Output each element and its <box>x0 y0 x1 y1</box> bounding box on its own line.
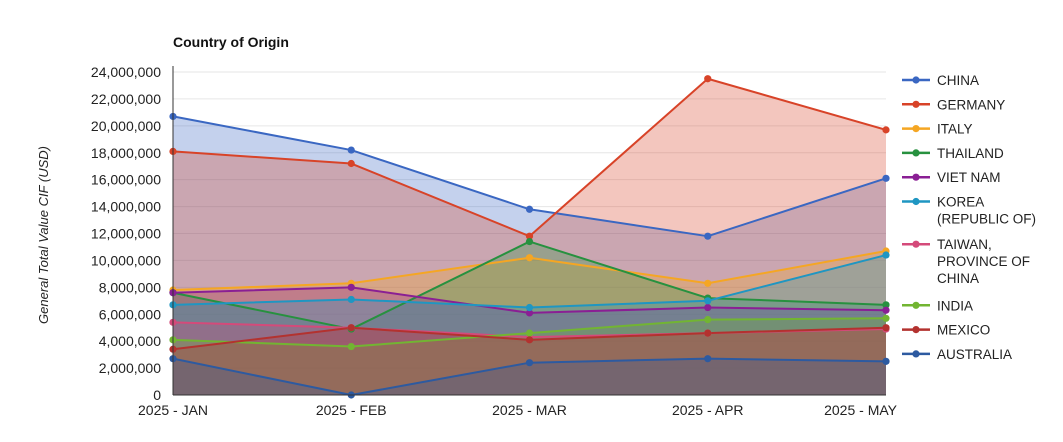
x-tick-label: 2025 - FEB <box>316 402 387 418</box>
legend-label: CHINA <box>937 73 979 88</box>
legend-swatch-marker <box>912 76 920 84</box>
y-tick-label: 20,000,000 <box>91 118 161 134</box>
point-australia[interactable] <box>525 359 534 367</box>
legend-label: AUSTRALIA <box>937 347 1012 362</box>
legend-item-korea-republic-of[interactable]: KOREA (REPUBLIC OF) <box>902 195 1036 227</box>
point-korea-republic-of[interactable] <box>704 297 712 305</box>
legend: CHINA GERMANY ITALY THAILAND VIET NAM KOREA (R… <box>902 73 1036 362</box>
legend-swatch-marker <box>912 301 920 309</box>
point-germany[interactable] <box>347 159 355 168</box>
chart-axes: 0 2,000,000 4,000,000 6,000,000 8,000,000 10,… <box>91 64 898 418</box>
legend-item-thailand[interactable]: THAILAND <box>902 146 1004 161</box>
point-china[interactable] <box>347 146 355 154</box>
y-tick-label: 14,000,000 <box>91 199 161 215</box>
legend-label: MEXICO <box>937 323 990 338</box>
y-tick-label: 18,000,000 <box>91 145 161 161</box>
point-india[interactable] <box>347 342 355 351</box>
y-tick-label: 16,000,000 <box>91 172 161 188</box>
legend-item-australia[interactable]: AUSTRALIA <box>902 347 1012 362</box>
legend-item-viet-nam[interactable]: VIET NAM <box>902 170 1001 185</box>
legend-item-india[interactable]: INDIA <box>902 298 973 313</box>
y-tick-label: 10,000,000 <box>91 252 161 268</box>
legend-label: ITALY <box>937 122 973 137</box>
y-axis-label: General Total Value CIF (USD) <box>36 146 51 324</box>
point-china[interactable] <box>704 232 712 240</box>
point-australia[interactable] <box>704 355 712 363</box>
legend-label: VIET NAM <box>937 170 1001 185</box>
y-tick-label: 12,000,000 <box>91 226 161 242</box>
point-india[interactable] <box>525 329 534 337</box>
legend-label: THAILAND <box>937 146 1004 161</box>
point-germany[interactable] <box>704 75 712 83</box>
legend-item-china[interactable]: CHINA <box>902 73 979 88</box>
x-tick-label: 2025 - MAY <box>824 402 898 418</box>
y-tick-label: 6,000,000 <box>99 306 161 322</box>
y-tick-label: 24,000,000 <box>91 64 161 80</box>
legend-swatch-marker <box>912 197 920 206</box>
legend-item-taiwan-province-of-china[interactable]: TAIWAN, PROVINCE OF CHINA <box>902 237 1030 286</box>
legend-swatch-marker <box>912 240 920 248</box>
point-korea-republic-of[interactable] <box>882 251 890 259</box>
area-india <box>173 318 886 395</box>
legend-item-mexico[interactable]: MEXICO <box>902 323 990 338</box>
point-china[interactable] <box>525 205 534 213</box>
point-mexico[interactable] <box>704 329 712 337</box>
point-mexico[interactable] <box>525 336 534 344</box>
legend-swatch-marker <box>912 100 920 108</box>
legend-item-germany[interactable]: GERMANY <box>902 97 1005 112</box>
point-germany[interactable] <box>882 126 890 134</box>
point-germany[interactable] <box>525 232 534 240</box>
legend-swatch-marker <box>912 125 920 133</box>
x-tick-label: 2025 - APR <box>672 402 744 418</box>
point-viet-nam[interactable] <box>704 303 712 312</box>
point-mexico[interactable] <box>882 324 890 332</box>
area-australia <box>173 358 886 395</box>
y-tick-label: 0 <box>153 387 161 403</box>
legend-label: TAIWAN, PROVINCE OF CHINA <box>937 237 1030 286</box>
legend-swatch-marker <box>912 173 920 181</box>
x-tick-label: 2025 - MAR <box>492 402 567 418</box>
x-tick-label: 2025 - JAN <box>138 402 208 418</box>
point-italy[interactable] <box>704 279 712 287</box>
point-china[interactable] <box>882 174 890 182</box>
point-viet-nam[interactable] <box>882 306 890 314</box>
legend-swatch-marker <box>912 149 920 157</box>
point-italy[interactable] <box>525 254 534 262</box>
point-korea-republic-of[interactable] <box>525 303 534 312</box>
point-thailand[interactable] <box>882 301 890 309</box>
point-australia[interactable] <box>882 357 890 365</box>
point-india[interactable] <box>882 314 890 322</box>
y-tick-label: 4,000,000 <box>99 333 161 349</box>
point-viet-nam[interactable] <box>347 283 355 291</box>
point-mexico[interactable] <box>347 324 355 332</box>
legend-item-italy[interactable]: ITALY <box>902 122 973 137</box>
point-viet-nam[interactable] <box>525 309 534 317</box>
point-india[interactable] <box>704 316 712 324</box>
y-tick-label: 22,000,000 <box>91 91 161 107</box>
legend-swatch-marker <box>912 350 920 358</box>
legend-swatch-marker <box>912 326 920 334</box>
y-tick-label: 2,000,000 <box>99 360 161 376</box>
legend-label: KOREA (REPUBLIC OF) <box>937 195 1036 227</box>
legend-label: GERMANY <box>937 97 1005 112</box>
area-taiwan-province-of-china <box>173 322 886 395</box>
chart-title: Country of Origin <box>173 34 289 50</box>
series-points <box>169 75 890 399</box>
y-tick-label: 8,000,000 <box>99 279 161 295</box>
legend-label: INDIA <box>937 298 973 313</box>
point-thailand[interactable] <box>525 237 534 246</box>
point-korea-republic-of[interactable] <box>347 295 355 304</box>
